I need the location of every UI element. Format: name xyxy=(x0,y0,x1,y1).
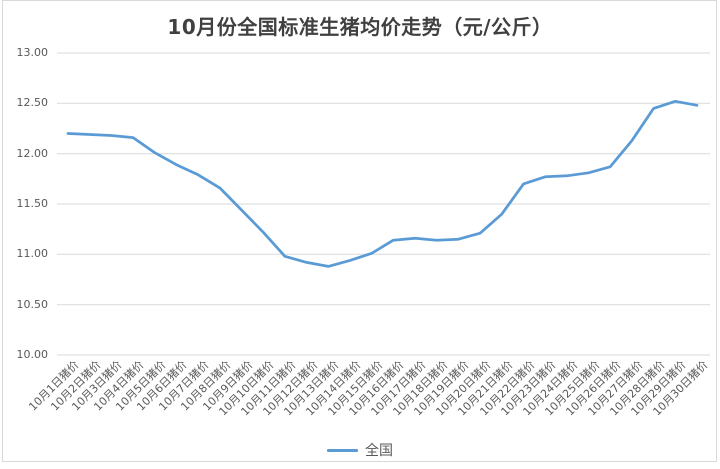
legend-series-label: 全国 xyxy=(365,443,393,459)
y-axis-tick-label: 10.00 xyxy=(16,348,49,361)
y-axis-tick-label: 10.50 xyxy=(16,297,49,311)
price-line xyxy=(66,99,699,268)
y-axis-tick-label: 11.50 xyxy=(16,197,49,210)
legend-line-swatch xyxy=(327,448,358,452)
chart-frame xyxy=(2,0,717,462)
y-axis-tick-label: 13.00 xyxy=(16,46,49,59)
legend: 全国 xyxy=(0,441,720,459)
y-axis-tick-label: 12.50 xyxy=(16,96,49,110)
y-axis-tick-label: 12.00 xyxy=(16,146,49,160)
y-axis-tick-label: 11.00 xyxy=(16,247,49,261)
chart-title: 10月份全国标准生猪均价走势（元/公斤） xyxy=(167,15,553,39)
